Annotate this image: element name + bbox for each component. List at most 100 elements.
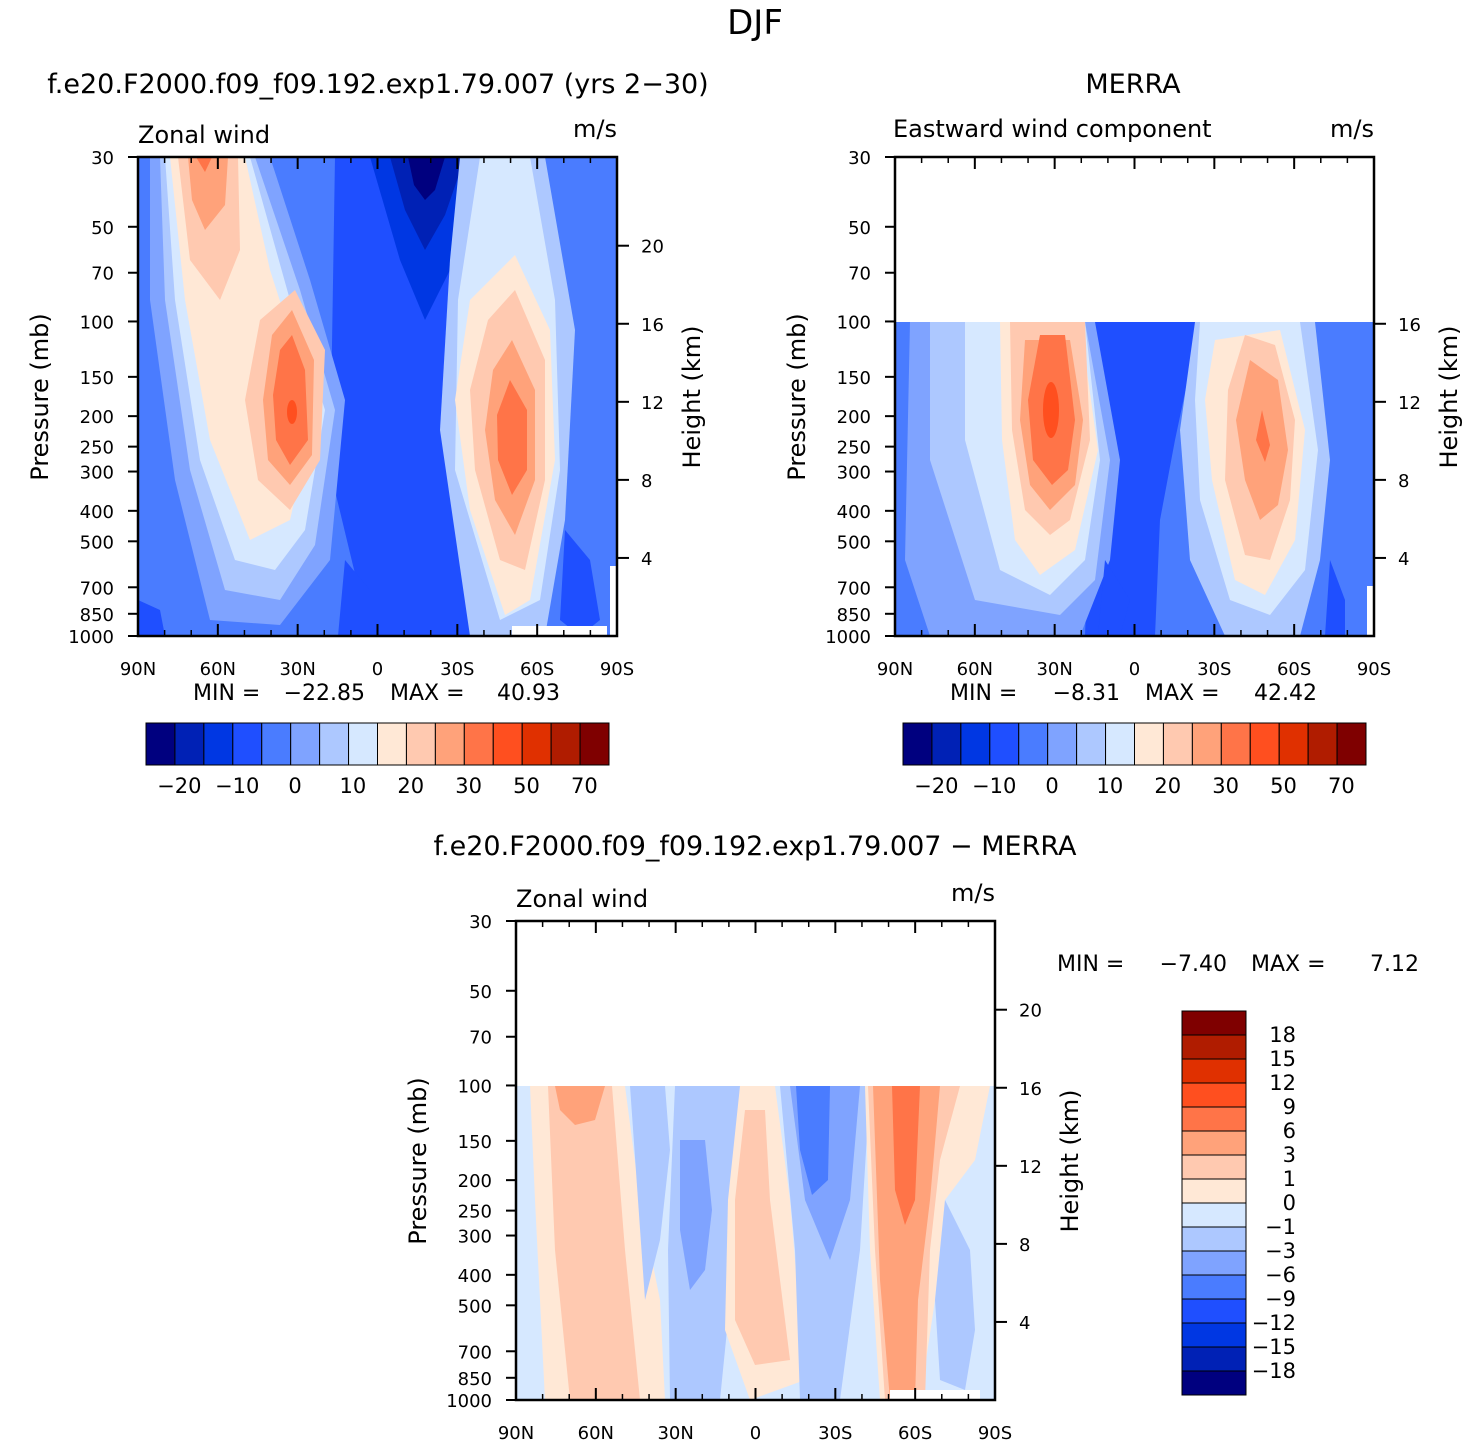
- stats-max-value: 7.12: [1370, 952, 1419, 977]
- y-axis-label: Pressure (mb): [26, 313, 54, 480]
- colorbar-label: −3: [1265, 1239, 1296, 1263]
- y-axis-label: Pressure (mb): [404, 1077, 432, 1244]
- colorbar-label: 70: [1328, 774, 1355, 798]
- panel-difference: 90N 60N 30N 0 30S 60S 90S305070100150200250300…: [404, 879, 1419, 1444]
- y2-tick-label: 20: [641, 237, 664, 258]
- colorbar-swatch: [1181, 1370, 1247, 1396]
- y-tick-label: 100: [837, 312, 871, 333]
- colorbar-swatch: [1047, 722, 1078, 766]
- x-tick-label: 90S: [1357, 659, 1391, 680]
- contour-sh-positive-3: [873, 1086, 940, 1400]
- y2-tick-label: 16: [641, 315, 664, 336]
- y-tick-label: 300: [458, 1227, 492, 1248]
- colorbar-label: 50: [1270, 774, 1297, 798]
- y-tick-label: 850: [80, 605, 114, 626]
- x-tick-label: 0: [372, 659, 383, 680]
- y2-axis-label: Height (km): [1056, 1090, 1084, 1233]
- y-tick-label: 850: [837, 605, 871, 626]
- panel-top-right-title: MERRA: [1085, 69, 1181, 100]
- surface-gap-edge: [610, 566, 617, 636]
- y2-tick-label: 20: [1019, 1001, 1042, 1022]
- contour-nh-jet-max: [1043, 382, 1059, 438]
- x-tick-label: 60N: [957, 659, 993, 680]
- x-tick-label: 30N: [657, 1423, 693, 1444]
- x-tick-label: 30N: [1036, 659, 1072, 680]
- colorbar-swatch: [1134, 722, 1164, 766]
- contour-sh-jet-35: [1256, 410, 1270, 462]
- colorbar-label: 30: [1212, 774, 1239, 798]
- y2-tick-label: 12: [1019, 1157, 1042, 1178]
- y-tick-label: 700: [837, 578, 871, 599]
- colorbar-swatch: [1181, 1322, 1247, 1348]
- colorbar-swatch: [1249, 722, 1280, 766]
- y-tick-label: 100: [458, 1076, 492, 1097]
- colorbar-swatch: [989, 722, 1020, 766]
- colorbar-model: −20 −10 0 10 20 30 50 70: [145, 722, 610, 798]
- y-tick-label: 200: [458, 1171, 492, 1192]
- contour-sh-negative-6: [796, 1086, 830, 1195]
- colorbar-label: 3: [1283, 1143, 1296, 1167]
- colorbar-swatch: [434, 722, 465, 766]
- y-tick-label: 250: [458, 1202, 492, 1223]
- colorbar-label: −10: [215, 774, 259, 798]
- stats-max-label: MAX =: [390, 681, 465, 706]
- y2-tick-label: 12: [1398, 393, 1421, 414]
- units-label: m/s: [1330, 115, 1374, 143]
- x-tick-label: 30N: [279, 659, 315, 680]
- surface-gap: [512, 626, 607, 636]
- colorbar-label: 18: [1269, 1023, 1296, 1047]
- colorbar-swatch: [521, 722, 552, 766]
- panel-bottom-title: f.e20.F2000.f09_f09.192.exp1.79.007 − ME…: [434, 831, 1077, 862]
- colorbar-label: 0: [288, 774, 301, 798]
- contour-polar-negative: [935, 1200, 975, 1390]
- colorbar-swatch: [931, 722, 962, 766]
- colorbar-label: 10: [340, 774, 367, 798]
- y-tick-label: 200: [837, 407, 871, 428]
- x-tick-label: 90S: [978, 1423, 1012, 1444]
- stats-max-value: 42.42: [1254, 681, 1317, 706]
- panel-merra-field: [895, 322, 1374, 636]
- axes: 90N 60N 30N 0 30S 60S 90S 30 50 70 100 150 200 250 300…: [68, 148, 664, 680]
- panel-model-field: [138, 157, 617, 636]
- colorbar-swatch: [1181, 1106, 1247, 1132]
- contour-nh-positive-1: [548, 1086, 640, 1400]
- colorbar-swatch: [348, 722, 378, 766]
- colorbar-label: 50: [513, 774, 540, 798]
- colorbar-swatch: [1181, 1010, 1247, 1036]
- panel-top-left-title: f.e20.F2000.f09_f09.192.exp1.79.007 (yrs…: [47, 69, 708, 100]
- surface-gap: [890, 1390, 980, 1400]
- x-tick-label: 30S: [1197, 659, 1231, 680]
- x-tick-label: 0: [750, 1423, 761, 1444]
- colorbar-swatch: [1181, 1346, 1247, 1372]
- panel-model: 90N 60N 30N 0 30S 60S 90S 30 50 70 100 150 200 250 300…: [26, 115, 706, 706]
- colorbar-swatch: [377, 722, 407, 766]
- y-tick-label: 70: [91, 264, 114, 285]
- colorbar-swatch: [174, 722, 205, 766]
- x-tick-label: 30S: [818, 1423, 852, 1444]
- contour-tropics-stronger: [390, 157, 465, 250]
- colorbar-swatch: [319, 722, 350, 766]
- y-tick-label: 500: [458, 1296, 492, 1317]
- surface-gap-edge: [1367, 586, 1374, 636]
- contour-tropics-negative: [1085, 322, 1200, 636]
- units-label: m/s: [951, 879, 995, 907]
- y2-tick-label: 16: [1398, 315, 1421, 336]
- panel-difference-field: [516, 1086, 995, 1400]
- x-tick-label: 60S: [1277, 659, 1311, 680]
- contour-nh-jet-40: [196, 157, 308, 465]
- y2-axis-label: Height (km): [678, 326, 706, 469]
- colorbar-label: 1: [1283, 1167, 1296, 1191]
- colorbar-swatch: [1181, 1250, 1247, 1276]
- y2-tick-label: 4: [1019, 1313, 1030, 1334]
- y-tick-label: 1000: [446, 1391, 492, 1412]
- colorbar-swatch: [1181, 1202, 1247, 1228]
- x-tick-label: 90N: [120, 659, 156, 680]
- colorbar-label: 0: [1045, 774, 1058, 798]
- colorbar-swatch: [550, 722, 581, 766]
- x-tick-label: 90S: [600, 659, 634, 680]
- y-tick-label: 50: [469, 982, 492, 1003]
- colorbar-swatch: [492, 722, 523, 766]
- y-tick-label: 300: [837, 463, 871, 484]
- colorbar-swatch: [1181, 1154, 1247, 1180]
